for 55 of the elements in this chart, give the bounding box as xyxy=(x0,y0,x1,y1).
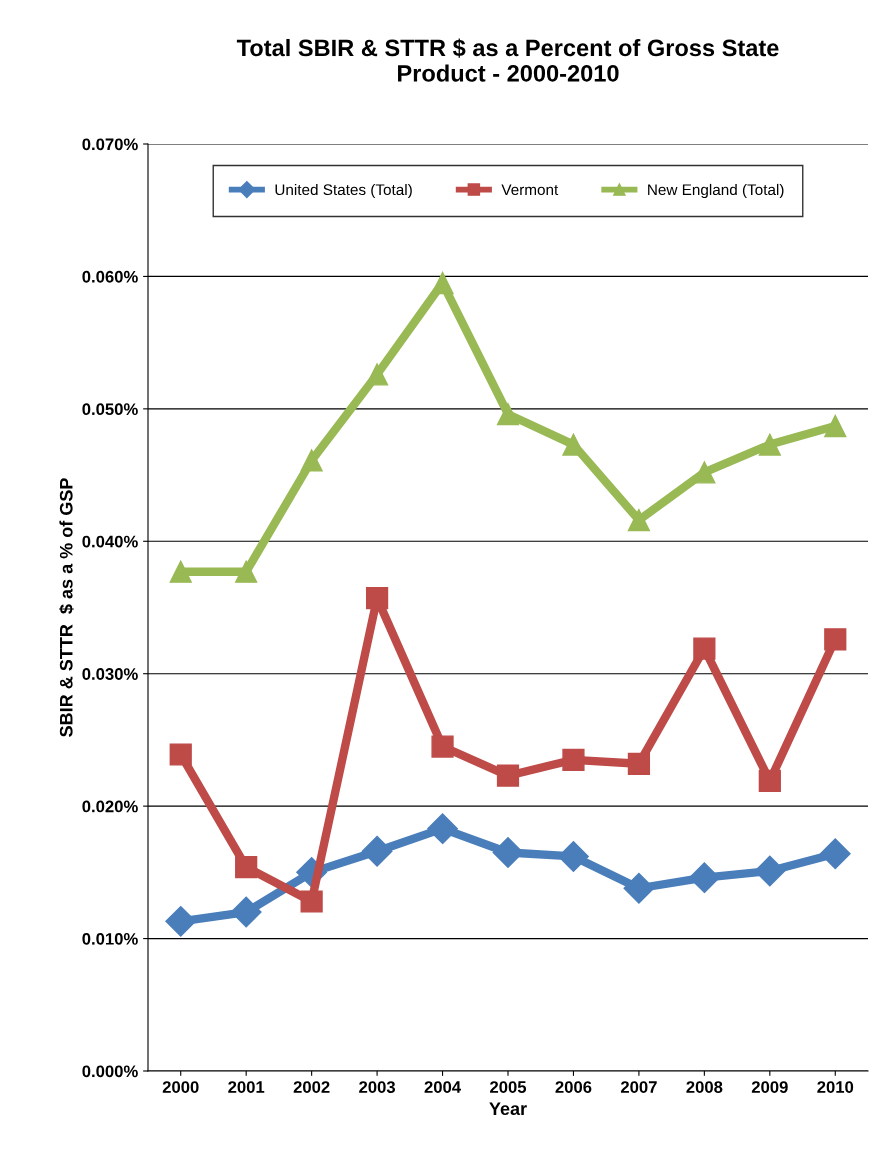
point xyxy=(693,637,716,660)
y-tick-label: 0.020% xyxy=(82,800,138,813)
point xyxy=(754,855,786,887)
point xyxy=(431,735,454,758)
y-tick-label: 0.030% xyxy=(82,668,138,680)
point xyxy=(165,905,197,937)
point xyxy=(365,587,389,610)
x-tick-label: 2003 xyxy=(359,1081,396,1093)
point xyxy=(562,748,585,771)
point xyxy=(235,560,258,583)
point xyxy=(496,764,520,787)
x-tick-label: 2006 xyxy=(555,1081,592,1093)
point xyxy=(300,890,323,913)
point xyxy=(300,449,323,472)
y-tick-label: 0.010% xyxy=(82,932,138,945)
point xyxy=(824,628,847,651)
y-tick-label: 0.050% xyxy=(82,403,138,416)
point xyxy=(365,363,389,386)
y-tick-label: 0.070% xyxy=(82,138,138,151)
x-tick-label: 2000 xyxy=(162,1081,199,1093)
point xyxy=(427,813,458,845)
x-axis-title: Year xyxy=(489,1102,527,1116)
point xyxy=(558,841,589,872)
legend-label: United States (Total) xyxy=(275,183,412,199)
point xyxy=(361,835,393,867)
point xyxy=(627,508,651,532)
point xyxy=(169,743,192,766)
x-tick-label: 2008 xyxy=(686,1081,723,1093)
point xyxy=(496,403,520,426)
y-tick-label: 0.060% xyxy=(82,270,138,283)
x-tick-label: 2007 xyxy=(620,1081,657,1093)
x-tick-label: 2005 xyxy=(490,1081,527,1093)
y-tick-label: 0.000% xyxy=(82,1065,138,1078)
point xyxy=(688,862,720,894)
point xyxy=(235,855,258,879)
x-tick-label: 2010 xyxy=(817,1081,854,1093)
x-tick-label: 2004 xyxy=(424,1081,461,1093)
point xyxy=(758,769,781,793)
point xyxy=(819,838,851,870)
point xyxy=(431,271,454,295)
chart-title: Total SBIR & STTR $ as a Percent of Gross State Product - 2000-2010 xyxy=(236,38,779,82)
point xyxy=(693,461,716,484)
x-tick-label: 2001 xyxy=(228,1081,265,1093)
point xyxy=(623,872,655,904)
y-tick-label: 0.040% xyxy=(82,535,138,548)
point xyxy=(169,560,192,583)
x-tick-label: 2002 xyxy=(293,1081,330,1093)
point xyxy=(230,896,262,928)
x-tick-label: 2009 xyxy=(751,1081,788,1093)
legend-label: Vermont xyxy=(501,184,559,196)
point xyxy=(758,433,781,456)
legend-label: New England (Total) xyxy=(648,183,784,199)
point xyxy=(824,414,847,438)
y-axis-title: SBIR & STTR $ as a % of GSP xyxy=(59,478,74,737)
point xyxy=(627,752,651,775)
